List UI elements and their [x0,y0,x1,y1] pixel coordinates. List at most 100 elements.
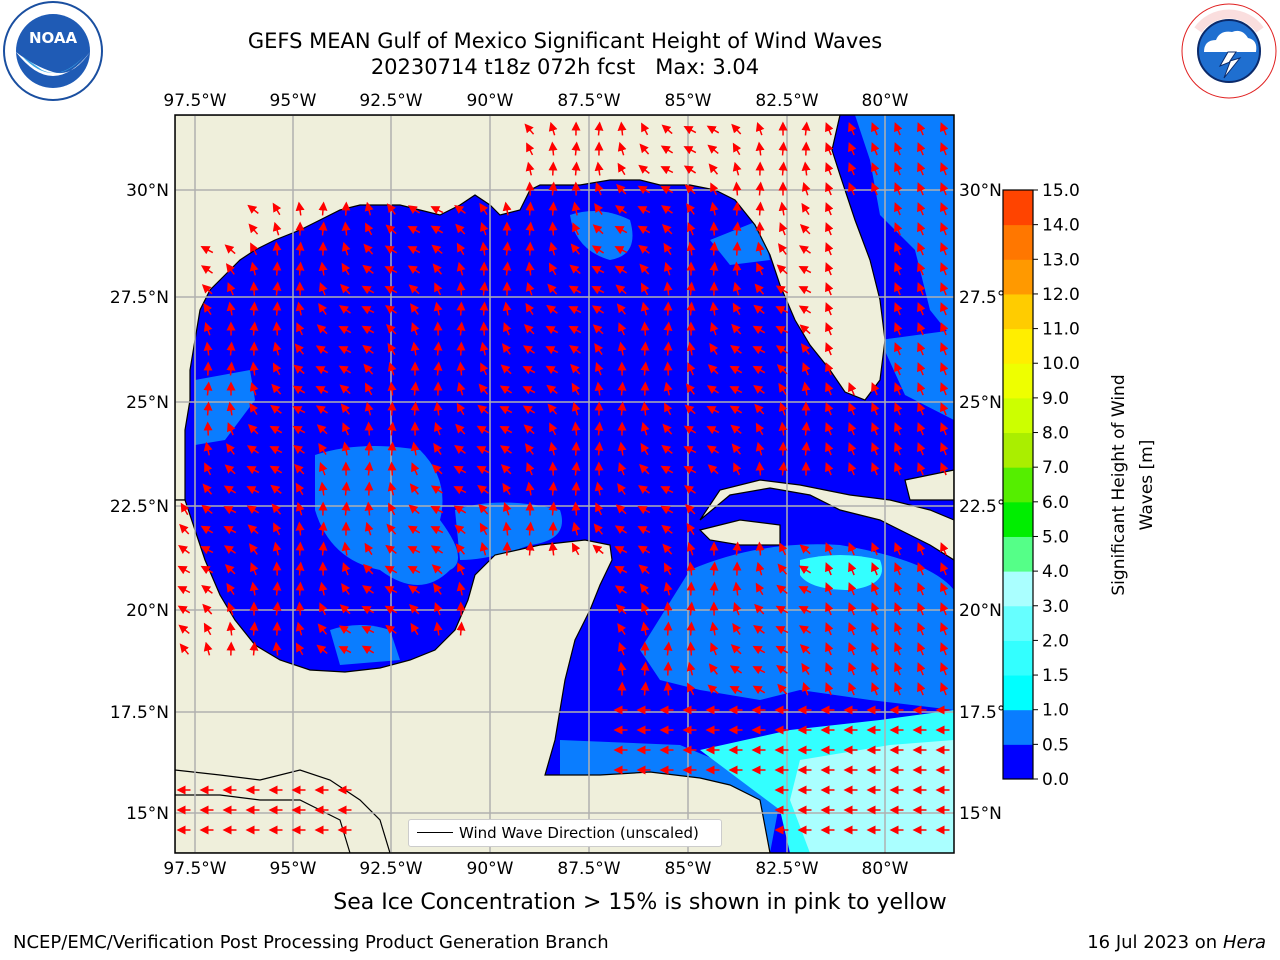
wave-direction-arrow [408,504,420,515]
lon-tick-label: 82.5°W [755,859,818,879]
wave-direction-arrow [477,484,489,494]
wave-direction-arrow [522,345,535,355]
wave-direction-arrow [638,485,650,494]
wave-direction-arrow [411,322,420,336]
wave-direction-arrow [940,602,949,616]
wave-direction-arrow [503,322,512,336]
wave-direction-arrow [640,681,650,696]
wave-direction-arrow [664,402,673,416]
wave-direction-arrow [477,404,489,415]
wave-direction-arrow [778,461,788,476]
colorbar-swatch [1003,190,1033,226]
lat-tick-label: 20°N [126,601,169,621]
wave-direction-arrow [775,626,789,635]
colorbar-swatch [1003,259,1033,295]
wave-direction-arrow [730,345,742,354]
wave-direction-arrow [525,201,535,216]
wave-direction-arrow [523,324,535,335]
wave-direction-arrow [272,202,282,216]
wave-direction-arrow [592,544,604,555]
wave-direction-arrow [917,182,926,196]
wave-direction-arrow [249,402,259,416]
wave-direction-arrow [848,122,857,136]
wave-direction-arrow [685,503,696,515]
colorbar-tick-label: 10.0 [1042,354,1080,374]
wave-direction-arrow [525,161,535,176]
wave-direction-arrow [594,381,604,396]
wave-direction-arrow [776,364,788,375]
wave-direction-arrow [203,441,213,456]
wave-direction-arrow [706,406,720,415]
wave-direction-arrow [570,243,581,255]
wave-direction-arrow [177,586,191,595]
wave-direction-arrow [825,302,834,316]
wave-direction-arrow [825,142,834,156]
wave-direction-arrow [825,562,834,576]
wave-direction-arrow [940,562,949,576]
wave-direction-arrow [617,381,627,396]
wave-direction-arrow [248,223,259,235]
wave-direction-arrow [433,442,443,455]
wave-direction-arrow [454,204,466,214]
wave-direction-arrow [568,285,582,295]
wave-direction-arrow [341,541,351,556]
wave-direction-arrow [709,561,719,576]
wave-direction-arrow [453,505,467,515]
wave-direction-arrow [525,302,535,316]
wave-direction-arrow [848,182,857,196]
wave-direction-arrow [569,264,581,275]
wave-direction-arrow [548,141,558,156]
map-frame [174,114,955,854]
wave-direction-arrow [433,341,443,356]
wave-direction-arrow [663,242,673,256]
wave-direction-arrow [775,645,789,655]
wave-direction-arrow [683,446,697,455]
wave-direction-arrow [871,622,880,636]
wave-direction-arrow [272,321,282,336]
wave-direction-arrow [800,343,810,355]
wave-direction-arrow [568,325,582,335]
wave-direction-arrow [798,265,812,275]
wave-direction-arrow [825,662,834,676]
wave-direction-arrow [455,223,466,235]
wave-direction-arrow [571,501,581,516]
wave-direction-arrow [798,305,812,315]
wave-direction-arrow [364,201,374,216]
wave-direction-arrow [707,144,719,155]
wave-direction-arrow [732,302,742,316]
wave-direction-arrow [410,341,420,356]
wave-direction-arrow [548,481,558,496]
wave-direction-arrow [799,224,811,235]
wave-direction-arrow [732,281,742,296]
colorbar-swatch [1003,501,1033,537]
wave-direction-arrow [480,362,489,376]
wave-direction-arrow [660,145,674,155]
wave-direction-arrow [180,502,190,516]
wave-direction-arrow [500,364,512,375]
wave-direction-arrow [752,365,766,375]
wave-direction-arrow [202,603,213,615]
wave-direction-arrow [247,204,259,214]
wave-direction-arrow [411,462,420,476]
wave-direction-arrow [917,642,926,656]
chart-title: GEFS MEAN Gulf of Mexico Significant Hei… [215,28,915,80]
wave-direction-arrow [479,241,489,256]
wave-direction-arrow [201,504,213,515]
lon-tick-label: 87.5°W [557,859,620,879]
wave-direction-arrow [341,481,351,496]
wave-direction-arrow [637,505,651,515]
wave-direction-arrow [801,121,811,136]
colorbar-tick-label: 7.0 [1042,458,1069,478]
wave-direction-arrow [431,244,443,255]
wave-direction-arrow [270,404,282,414]
wave-direction-arrow [798,286,812,295]
wave-direction-arrow [433,621,443,636]
wave-direction-arrow [271,383,282,395]
wave-direction-arrow [572,222,581,236]
wave-direction-arrow [798,586,812,595]
wave-direction-arrow [707,464,719,475]
wave-direction-arrow [848,682,857,696]
wave-direction-arrow [663,341,673,356]
lat-tick-label: 25°N [126,393,169,413]
wave-direction-arrow [755,181,765,196]
